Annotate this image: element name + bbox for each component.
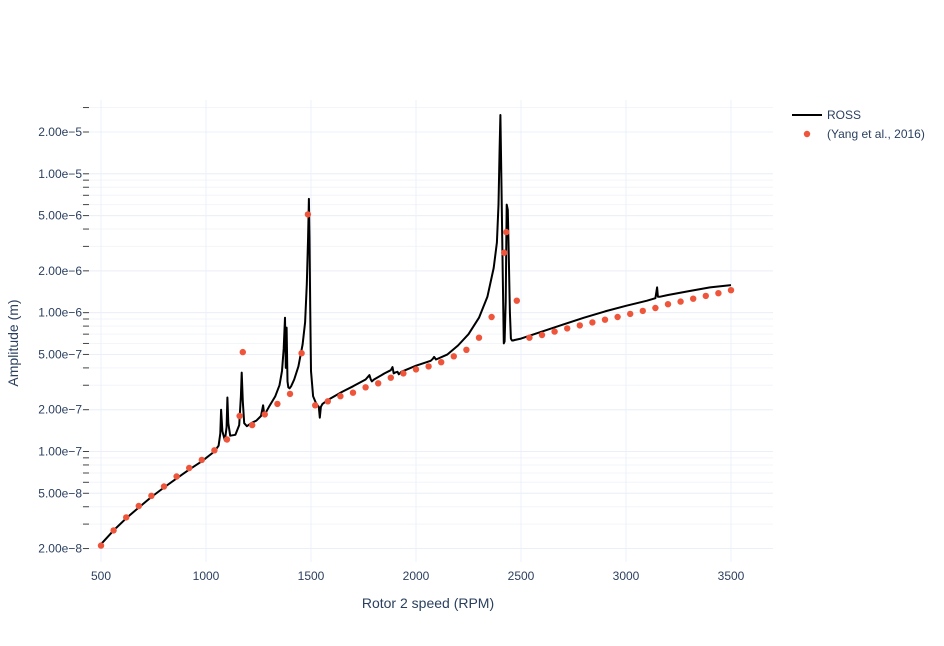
data-point-yang	[160, 483, 168, 490]
x-tick-label: 2000	[403, 569, 430, 583]
data-point-yang	[135, 502, 142, 510]
data-point-yang	[538, 331, 546, 339]
grid	[80, 100, 773, 562]
legend-label-yang: (Yang et al., 2016)	[827, 127, 925, 141]
data-point-yang	[123, 514, 130, 521]
x-axis-title: Rotor 2 speed (RPM)	[362, 595, 494, 611]
data-point-yang	[286, 390, 294, 398]
data-point-yang	[274, 400, 281, 408]
data-point-yang	[503, 228, 510, 236]
data-point-yang	[261, 411, 268, 418]
data-point-yang	[639, 307, 646, 315]
data-point-yang	[97, 542, 105, 549]
data-point-yang	[324, 398, 331, 405]
data-point-yang	[337, 393, 344, 400]
data-point-yang	[652, 304, 659, 312]
data-point-yang	[148, 492, 155, 499]
data-point-yang	[501, 249, 508, 256]
legend-label-ross: ROSS	[827, 108, 861, 122]
data-point-yang	[627, 310, 634, 318]
y-tick-label: 5.00e−8	[38, 486, 82, 500]
data-point-yang	[173, 473, 180, 480]
data-point-yang	[715, 290, 722, 297]
data-point-yang	[488, 313, 495, 321]
data-point-yang	[312, 402, 319, 409]
y-tick-label: 5.00e−6	[38, 209, 82, 223]
data-point-yang	[702, 292, 709, 300]
data-point-yang	[564, 325, 571, 332]
data-point-yang	[387, 374, 394, 381]
data-point-yang	[239, 348, 246, 356]
data-point-yang	[526, 334, 533, 341]
data-point-yang	[664, 301, 672, 308]
data-point-yang	[249, 421, 256, 429]
data-point-yang	[110, 527, 117, 534]
data-point-yang	[589, 319, 596, 326]
data-point-yang	[690, 295, 697, 302]
data-point-yang	[198, 456, 205, 464]
data-point-yang	[677, 298, 684, 305]
data-point-yang	[551, 328, 558, 335]
data-point-yang	[400, 370, 407, 377]
data-point-yang	[304, 211, 312, 218]
y-axis-title: Amplitude (m)	[5, 299, 21, 386]
data-point-yang	[412, 366, 420, 373]
x-tick-label: 500	[91, 569, 111, 583]
y-tick-label: 1.00e−5	[38, 167, 82, 181]
y-axis-ticks: 2.00e−8 5.00e−8 1.00e−7 2.00e−7 5.00e−7 1.00e…	[38, 125, 82, 556]
data-point-yang	[576, 322, 583, 329]
data-point-yang	[475, 334, 483, 341]
data-point-yang	[614, 313, 621, 321]
data-point-yang	[223, 436, 231, 443]
x-tick-label: 1000	[193, 569, 220, 583]
data-point-yang	[601, 316, 609, 323]
legend-swatch-yang	[803, 130, 811, 138]
data-point-yang	[211, 447, 218, 454]
data-point-yang	[186, 464, 193, 472]
y-minor-ticks	[83, 107, 89, 550]
data-point-yang	[349, 389, 357, 396]
y-tick-label: 2.00e−5	[38, 125, 82, 139]
data-point-yang	[298, 350, 305, 357]
x-tick-label: 3500	[718, 569, 745, 583]
x-axis-ticks: 500 1000 1500 2000 2500 3000 3500	[91, 569, 745, 583]
data-point-yang	[425, 363, 432, 370]
data-point-yang	[362, 384, 369, 391]
data-point-yang	[513, 297, 520, 304]
y-tick-label: 1.00e−7	[38, 444, 82, 458]
x-tick-label: 1500	[298, 569, 325, 583]
y-tick-label: 5.00e−7	[38, 347, 82, 361]
data-point-yang	[236, 412, 243, 420]
plot-area	[97, 114, 735, 549]
data-point-yang	[375, 380, 382, 387]
data-point-yang	[450, 353, 457, 360]
legend: ROSS (Yang et al., 2016)	[792, 108, 925, 141]
y-tick-label: 1.00e−6	[38, 306, 82, 320]
y-tick-label: 2.00e−7	[38, 403, 82, 417]
data-point-yang	[438, 359, 445, 366]
data-point-yang	[727, 287, 735, 294]
y-tick-label: 2.00e−6	[38, 264, 82, 278]
y-tick-label: 2.00e−8	[38, 542, 82, 556]
data-point-yang	[463, 346, 470, 353]
x-tick-label: 2500	[508, 569, 535, 583]
x-tick-label: 3000	[613, 569, 640, 583]
